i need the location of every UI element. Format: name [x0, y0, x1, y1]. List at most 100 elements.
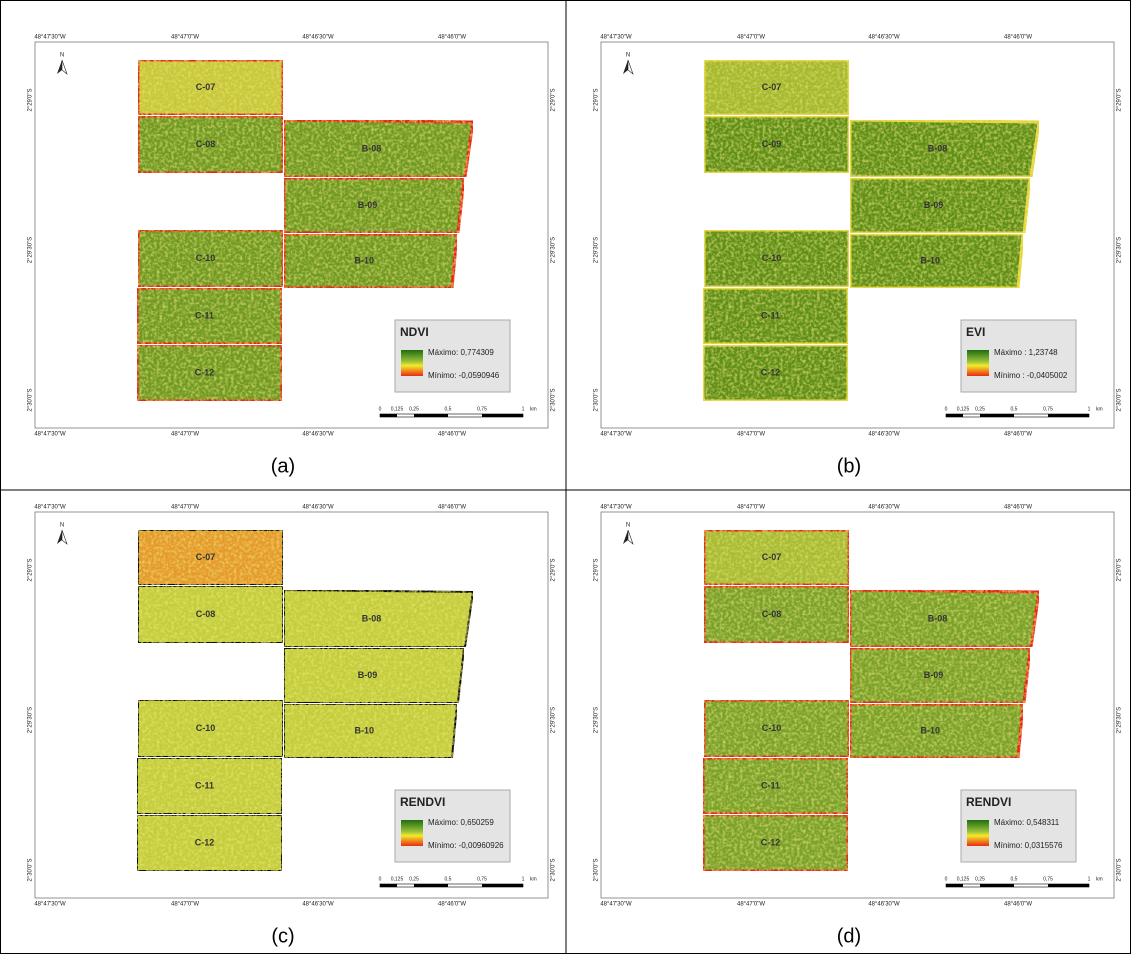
- latitude-label: 2°30'0"S: [1117, 858, 1123, 881]
- caption: (d): [837, 925, 861, 947]
- field-label: B-08: [928, 143, 948, 153]
- field-label: C-07: [762, 82, 782, 92]
- latitude-label: 2°29'30"S: [1117, 707, 1123, 733]
- latitude-label: 2°30'0"S: [594, 388, 600, 411]
- latitude-label: 2°30'0"S: [28, 858, 34, 881]
- longitude-label: 48°47'30"W: [600, 35, 632, 41]
- caption: (c): [271, 925, 294, 947]
- map-panel: 48°47'30"W 48°47'30"W 48°47'0"W 48°47'0"W 48…: [594, 35, 1123, 478]
- scale-label: 0,25: [975, 876, 985, 882]
- longitude-label: 48°47'0"W: [171, 505, 199, 511]
- latitude-label: 2°30'0"S: [28, 388, 34, 411]
- longitude-label: 48°46'0"W: [438, 432, 466, 438]
- scale-label: 0: [945, 406, 948, 412]
- latitude-label: 2°29'0"S: [594, 558, 600, 581]
- field-label: C-10: [196, 723, 216, 733]
- field-label: C-08: [762, 609, 782, 619]
- latitude-label: 2°30'0"S: [551, 388, 557, 411]
- legend-title: RENDVI: [966, 795, 1011, 809]
- scale-unit: km: [530, 876, 537, 882]
- legend-ramp: [967, 820, 989, 846]
- longitude-label: 48°46'0"W: [1004, 35, 1032, 41]
- latitude-label: 2°29'0"S: [551, 88, 557, 111]
- longitude-label: 48°46'0"W: [1004, 505, 1032, 511]
- scale-bar: [380, 414, 397, 417]
- scale-bar: [946, 414, 963, 417]
- longitude-label: 48°47'30"W: [600, 505, 632, 511]
- longitude-label: 48°47'0"W: [737, 505, 765, 511]
- field-label: B-08: [362, 143, 382, 153]
- field-label: C-12: [761, 367, 781, 377]
- legend-max: Máximo: 0,774309: [428, 348, 494, 357]
- longitude-label: 48°47'30"W: [34, 35, 66, 41]
- longitude-label: 48°46'0"W: [1004, 902, 1032, 908]
- longitude-label: 48°46'30"W: [868, 35, 900, 41]
- legend-ramp: [401, 350, 423, 376]
- scale-label: 0,5: [445, 406, 452, 412]
- map-panel: 48°47'30"W48°47'30"W48°47'0"W48°47'0"W48…: [28, 505, 557, 948]
- field-label: C-12: [195, 367, 215, 377]
- scale-label: 0,25: [409, 406, 419, 412]
- longitude-label: 48°46'0"W: [1004, 432, 1032, 438]
- north-label: N: [60, 523, 64, 529]
- legend-max: Máximo: 0,548311: [994, 818, 1060, 827]
- longitude-label: 48°47'0"W: [737, 902, 765, 908]
- longitude-label: 48°47'0"W: [171, 902, 199, 908]
- field-label: B-10: [920, 725, 940, 735]
- scale-bar: [946, 884, 963, 887]
- scale-bar: [414, 414, 448, 417]
- longitude-label: 48°47'30"W: [600, 432, 632, 438]
- longitude-label: 48°46'0"W: [438, 505, 466, 511]
- scale-label: 1: [522, 406, 525, 412]
- longitude-label: 48°46'30"W: [868, 432, 900, 438]
- scale-label: 0,5: [1011, 406, 1018, 412]
- map-panel: 48°47'30"W48°47'30"W48°47'0"W48°47'0"W48…: [28, 35, 557, 478]
- field-label: C-10: [762, 723, 782, 733]
- latitude-label: 2°29'0"S: [28, 88, 34, 111]
- scale-label: 0,25: [409, 876, 419, 882]
- figure: 48°47'30"W 48°47'30"W 48°47'0"W 48°47'0"W 48…: [0, 0, 1131, 954]
- field-label: C-11: [761, 310, 780, 320]
- legend-ramp: [967, 350, 989, 376]
- legend-title: RENDVI: [400, 795, 445, 809]
- legend-title: EVI: [966, 325, 985, 339]
- scale-label: 1: [1088, 406, 1091, 412]
- legend-max: Máximo : 1,23748: [994, 348, 1058, 357]
- scale-label: 1: [1088, 876, 1091, 882]
- field-label: C-08: [196, 139, 216, 149]
- field-label: C-07: [196, 82, 216, 92]
- legend-min: Mínimo: 0,0315576: [994, 841, 1063, 850]
- latitude-label: 2°29'0"S: [1117, 558, 1123, 581]
- map-panel: 48°47'30"W48°47'30"W48°47'0"W48°47'0"W48…: [594, 505, 1123, 948]
- field-label: C-08: [196, 609, 216, 619]
- latitude-label: 2°29'30"S: [28, 707, 34, 733]
- field-label: C-07: [762, 552, 782, 562]
- latitude-label: 2°30'0"S: [551, 858, 557, 881]
- latitude-label: 2°29'0"S: [594, 88, 600, 111]
- latitude-label: 2°30'0"S: [1117, 388, 1123, 411]
- longitude-label: 48°47'30"W: [34, 505, 66, 511]
- scale-label: 0,75: [477, 406, 487, 412]
- field-label: B-09: [358, 670, 378, 680]
- scale-label: 0,125: [957, 876, 970, 882]
- latitude-label: 2°30'0"S: [594, 858, 600, 881]
- longitude-label: 48°47'0"W: [737, 432, 765, 438]
- longitude-label: 48°47'0"W: [737, 35, 765, 41]
- latitude-label: 2°29'30"S: [1117, 237, 1123, 263]
- longitude-label: 48°46'30"W: [302, 505, 334, 511]
- scale-bar: [1048, 884, 1089, 887]
- longitude-label: 48°46'30"W: [302, 902, 334, 908]
- north-label: N: [626, 523, 630, 529]
- legend-min: Mínimo : -0,0405002: [994, 371, 1068, 380]
- scale-bar: [1048, 414, 1089, 417]
- latitude-label: 2°29'30"S: [551, 707, 557, 733]
- field-label: C-11: [761, 780, 780, 790]
- caption: (b): [837, 455, 861, 477]
- latitude-label: 2°29'30"S: [594, 237, 600, 263]
- legend-max: Máximo: 0,650259: [428, 818, 494, 827]
- scale-bar: [980, 884, 1014, 887]
- field-label: C-10: [762, 253, 782, 263]
- scale-unit: km: [1096, 876, 1103, 882]
- scale-label: 0,75: [1043, 876, 1053, 882]
- field-label: C-12: [195, 837, 215, 847]
